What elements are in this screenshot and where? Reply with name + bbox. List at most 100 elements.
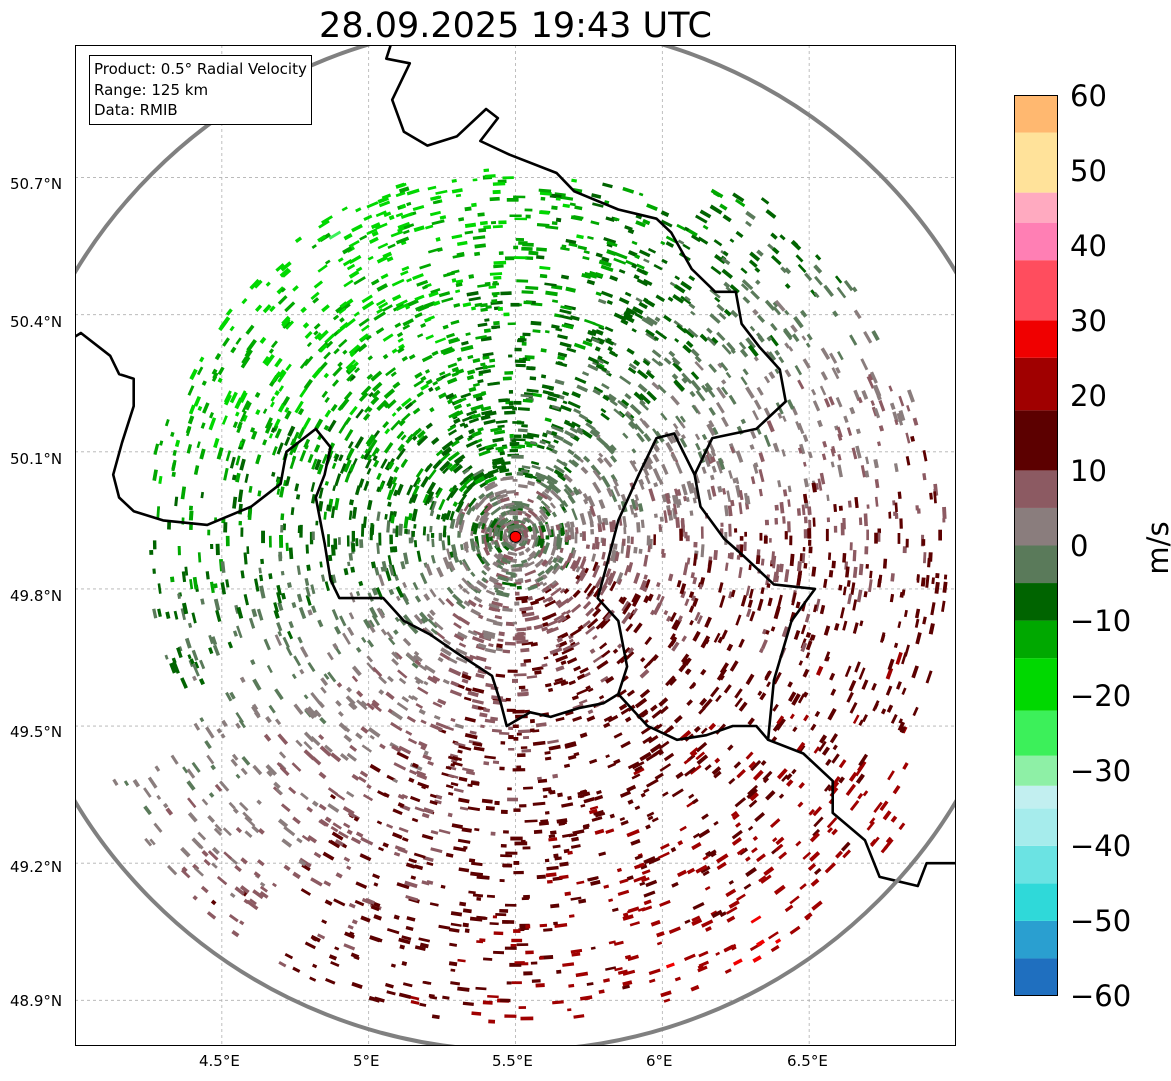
velocity-echo [265,715,272,724]
velocity-echo [547,559,553,566]
velocity-echo [668,350,676,358]
velocity-echo [743,541,747,552]
velocity-echo [273,602,279,613]
velocity-echo [468,274,475,279]
velocity-echo [376,511,381,522]
velocity-echo [429,723,443,732]
velocity-echo [711,909,723,919]
velocity-echo [839,607,846,619]
velocity-echo [194,661,200,669]
velocity-echo [635,220,646,228]
velocity-echo [642,278,653,286]
velocity-echo [467,497,477,508]
velocity-echo [530,440,537,445]
velocity-echo [728,470,734,479]
velocity-echo [339,463,347,474]
velocity-echo [543,656,549,660]
velocity-echo [362,793,374,802]
velocity-echo [426,861,434,867]
velocity-echo [374,567,380,576]
velocity-echo [360,454,365,460]
velocity-echo [368,391,374,398]
velocity-echo [430,830,439,835]
velocity-echo [729,446,735,454]
velocity-echo [240,767,248,776]
velocity-echo [695,741,708,753]
velocity-echo [633,274,640,280]
velocity-echo [576,384,589,393]
velocity-echo [702,870,710,877]
velocity-echo [449,518,456,529]
velocity-echo [501,405,515,410]
velocity-echo [766,583,771,588]
velocity-echo [690,482,696,490]
velocity-echo [680,590,687,599]
velocity-echo [589,521,595,528]
velocity-echo [355,408,364,419]
velocity-echo [410,399,417,405]
velocity-echo [395,191,406,198]
velocity-echo [414,945,426,951]
velocity-echo [701,384,709,393]
velocity-echo [334,792,346,801]
velocity-echo [366,499,373,511]
velocity-echo [740,267,748,275]
velocity-echo [493,275,502,280]
velocity-echo [497,306,504,311]
velocity-echo [786,779,794,787]
velocity-echo [706,327,713,334]
velocity-echo [617,643,623,649]
velocity-echo [628,250,634,256]
velocity-echo [604,326,614,333]
velocity-echo [280,570,285,576]
velocity-echo [346,829,353,835]
velocity-echo [543,795,548,799]
velocity-echo [534,536,540,547]
velocity-echo [634,423,645,435]
velocity-echo [417,686,429,695]
velocity-echo [560,274,570,280]
velocity-echo [525,256,534,261]
velocity-echo [585,422,596,431]
radar-map[interactable] [75,45,956,1046]
velocity-echo [699,697,708,707]
velocity-echo [513,737,519,741]
velocity-echo [562,500,569,508]
velocity-echo [504,641,516,646]
velocity-echo [728,591,733,599]
velocity-echo [770,551,775,565]
velocity-echo [358,580,364,587]
velocity-echo [719,361,729,372]
velocity-echo [395,525,399,538]
velocity-echo [536,558,544,567]
velocity-echo [696,615,703,625]
velocity-echo [459,806,469,811]
velocity-echo [465,506,474,516]
velocity-echo [332,314,340,321]
velocity-echo [348,612,355,620]
velocity-echo [701,813,709,820]
velocity-echo [598,851,607,857]
velocity-echo [317,234,327,243]
velocity-echo [411,762,419,769]
velocity-echo [685,535,690,542]
velocity-echo [657,851,670,860]
colorbar-segment [1014,222,1058,261]
velocity-echo [536,222,550,228]
velocity-echo [596,514,603,525]
velocity-echo [658,740,670,750]
velocity-echo [458,559,464,566]
velocity-echo [209,412,214,419]
velocity-echo [517,692,528,697]
velocity-echo [524,569,537,577]
velocity-echo [423,680,429,686]
velocity-echo [400,458,409,468]
velocity-echo [489,922,499,926]
velocity-echo [641,869,651,875]
velocity-echo [210,899,217,906]
velocity-echo [441,297,454,303]
velocity-echo [595,812,606,818]
velocity-echo [186,780,196,791]
velocity-echo [429,995,438,1000]
velocity-echo [549,489,562,501]
